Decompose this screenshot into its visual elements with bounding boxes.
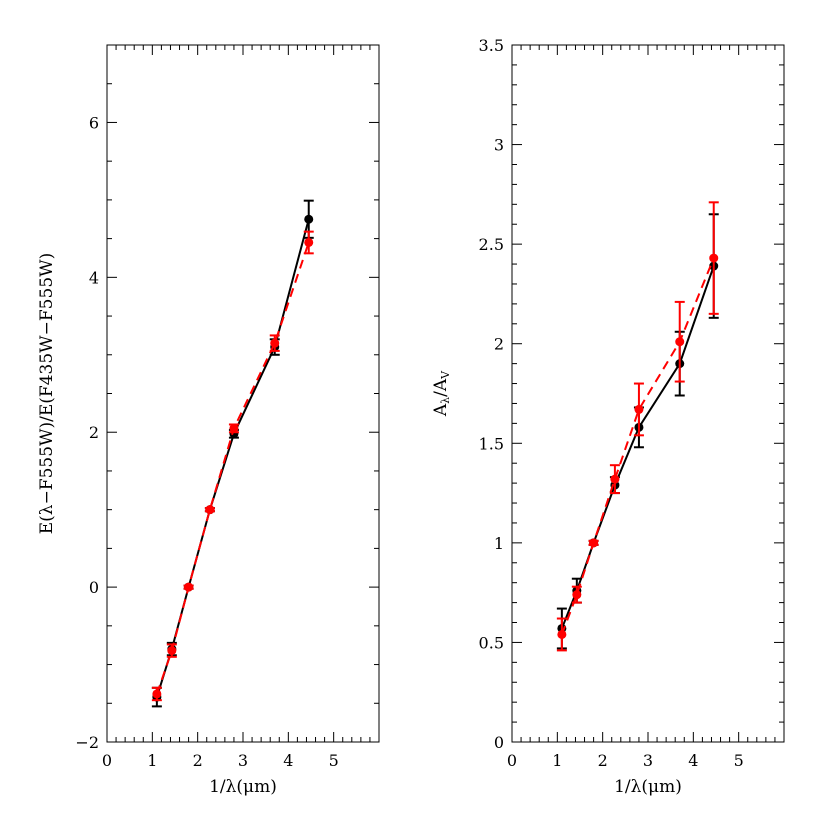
y-axis-label-part: /A [431,378,451,397]
x-tick-label: 1 [147,751,157,770]
y-tick-label: 3.5 [479,36,504,55]
data-point [229,423,239,433]
y-tick-label: 2 [494,335,504,354]
x-tick-label: 4 [283,751,293,770]
y-tick-label: 0 [494,733,504,752]
y-tick-label: 0.5 [479,633,504,652]
x-tick-label: 2 [598,751,608,770]
x-tick-label: 5 [734,751,744,770]
data-point [270,338,280,348]
right-panel: 0 1 2 3 4 5 0 0.5 1 1.5 2 2.5 3 3.5 1/λ(μm) Aλ/AV [431,36,785,797]
x-axis-label: 1/λ(μm) [209,777,277,797]
y-tick-label: −2 [75,733,99,752]
x-axis-label: 1/λ(μm) [614,777,682,797]
data-point [610,474,620,484]
x-tick-label: 3 [643,751,653,770]
x-tick-label: 1 [552,751,562,770]
y-axis-label-subscript: λ [439,397,452,404]
data-point [572,590,582,600]
y-tick-label: 2 [89,423,99,442]
data-point [304,214,314,224]
data-point [304,237,314,247]
data-point [589,538,599,548]
data-point [634,404,644,414]
x-tick-label: 5 [329,751,339,770]
data-point [167,646,177,656]
series-red [151,230,314,702]
y-axis-label-part: A [431,403,451,417]
x-tick-label: 0 [102,751,112,770]
data-point [709,253,719,263]
series-red [556,201,719,652]
series-line [155,218,310,698]
y-axis-label-subscript: V [439,370,452,380]
x-tick-label: 3 [238,751,248,770]
data-point [557,629,567,639]
y-tick-label: 0 [89,578,99,597]
plot-frame [106,44,380,743]
series-black [556,213,719,650]
data-point [152,689,162,699]
x-tick-label: 2 [193,751,203,770]
x-tick-label: 4 [688,751,698,770]
series-line [155,242,310,695]
left-panel: 0 1 2 3 4 5−202461/λ(μm)E(λ−F555W)/E(F435W−F5… [37,44,380,797]
y-tick-label: 1.5 [479,434,504,453]
y-tick-label: 3 [494,136,504,155]
data-point [205,505,215,515]
y-axis-label: Aλ/AV [431,370,452,417]
data-point [184,582,194,592]
y-tick-label: 6 [89,113,99,132]
x-tick-label: 0 [507,751,517,770]
y-tick-label: 1 [494,534,504,553]
y-tick-label: 4 [89,268,99,287]
y-tick-label: 2.5 [479,235,504,254]
data-point [675,337,685,347]
y-axis-label: E(λ−F555W)/E(F435W−F555W) [37,253,57,535]
